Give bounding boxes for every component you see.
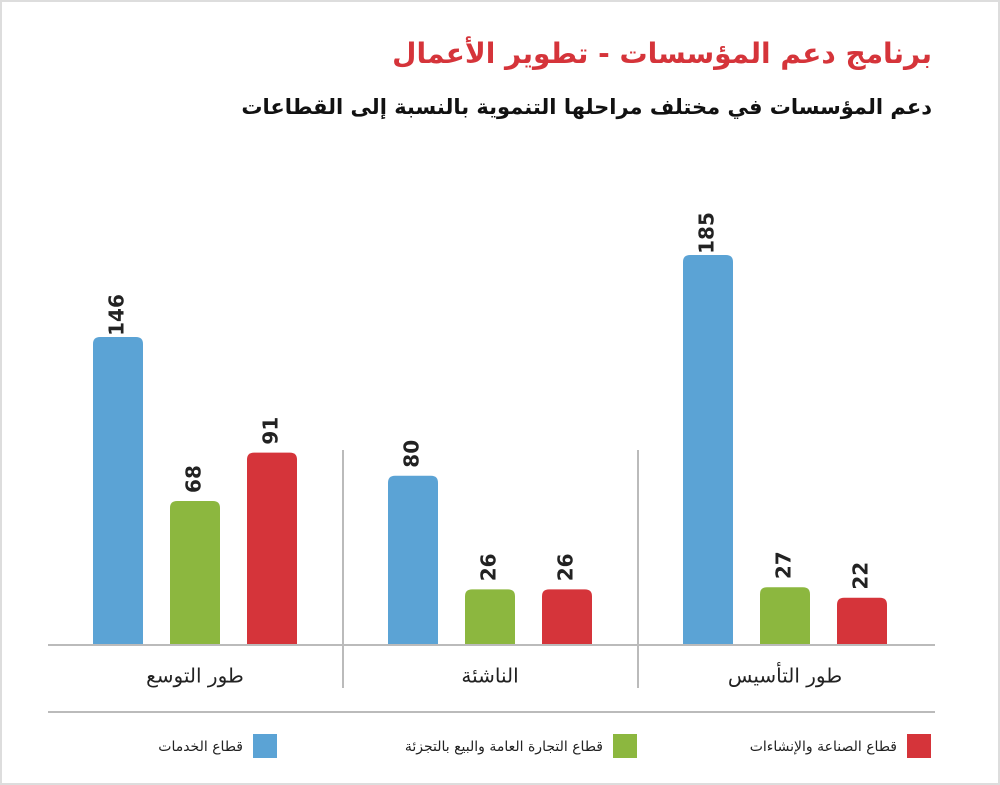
value-label: 80 — [400, 440, 424, 468]
value-label: 26 — [477, 553, 501, 581]
x-tick-label: طور التأسيس — [728, 662, 842, 688]
bar — [837, 597, 887, 644]
bar — [760, 587, 810, 644]
value-label: 68 — [182, 465, 206, 493]
chart-title: برنامج دعم المؤسسات - تطوير الأعمال — [392, 36, 932, 70]
bar — [683, 255, 733, 644]
bar — [247, 452, 297, 644]
bar — [170, 501, 220, 644]
legend-swatch — [253, 734, 277, 758]
legend-label: قطاع الصناعة والإنشاءات — [750, 739, 897, 755]
x-tick-label: الناشئة — [461, 664, 518, 688]
value-label: 27 — [772, 551, 796, 579]
bar — [465, 589, 515, 644]
legend-label: قطاع الخدمات — [158, 739, 243, 755]
x-tick-label: طور التوسع — [146, 664, 244, 688]
bar — [388, 475, 438, 644]
legend-swatch — [613, 734, 637, 758]
value-label: 146 — [105, 294, 129, 336]
bar — [93, 337, 143, 644]
value-label: 91 — [259, 417, 283, 445]
value-label: 22 — [849, 562, 873, 590]
value-label: 185 — [695, 212, 719, 254]
legend-label: قطاع التجارة العامة والبيع بالتجزئة — [405, 739, 603, 755]
value-label: 26 — [554, 553, 578, 581]
chart-subtitle: دعم المؤسسات في مختلف مراحلها التنموية ب… — [241, 95, 932, 119]
legend-swatch — [907, 734, 931, 758]
bar — [542, 589, 592, 644]
